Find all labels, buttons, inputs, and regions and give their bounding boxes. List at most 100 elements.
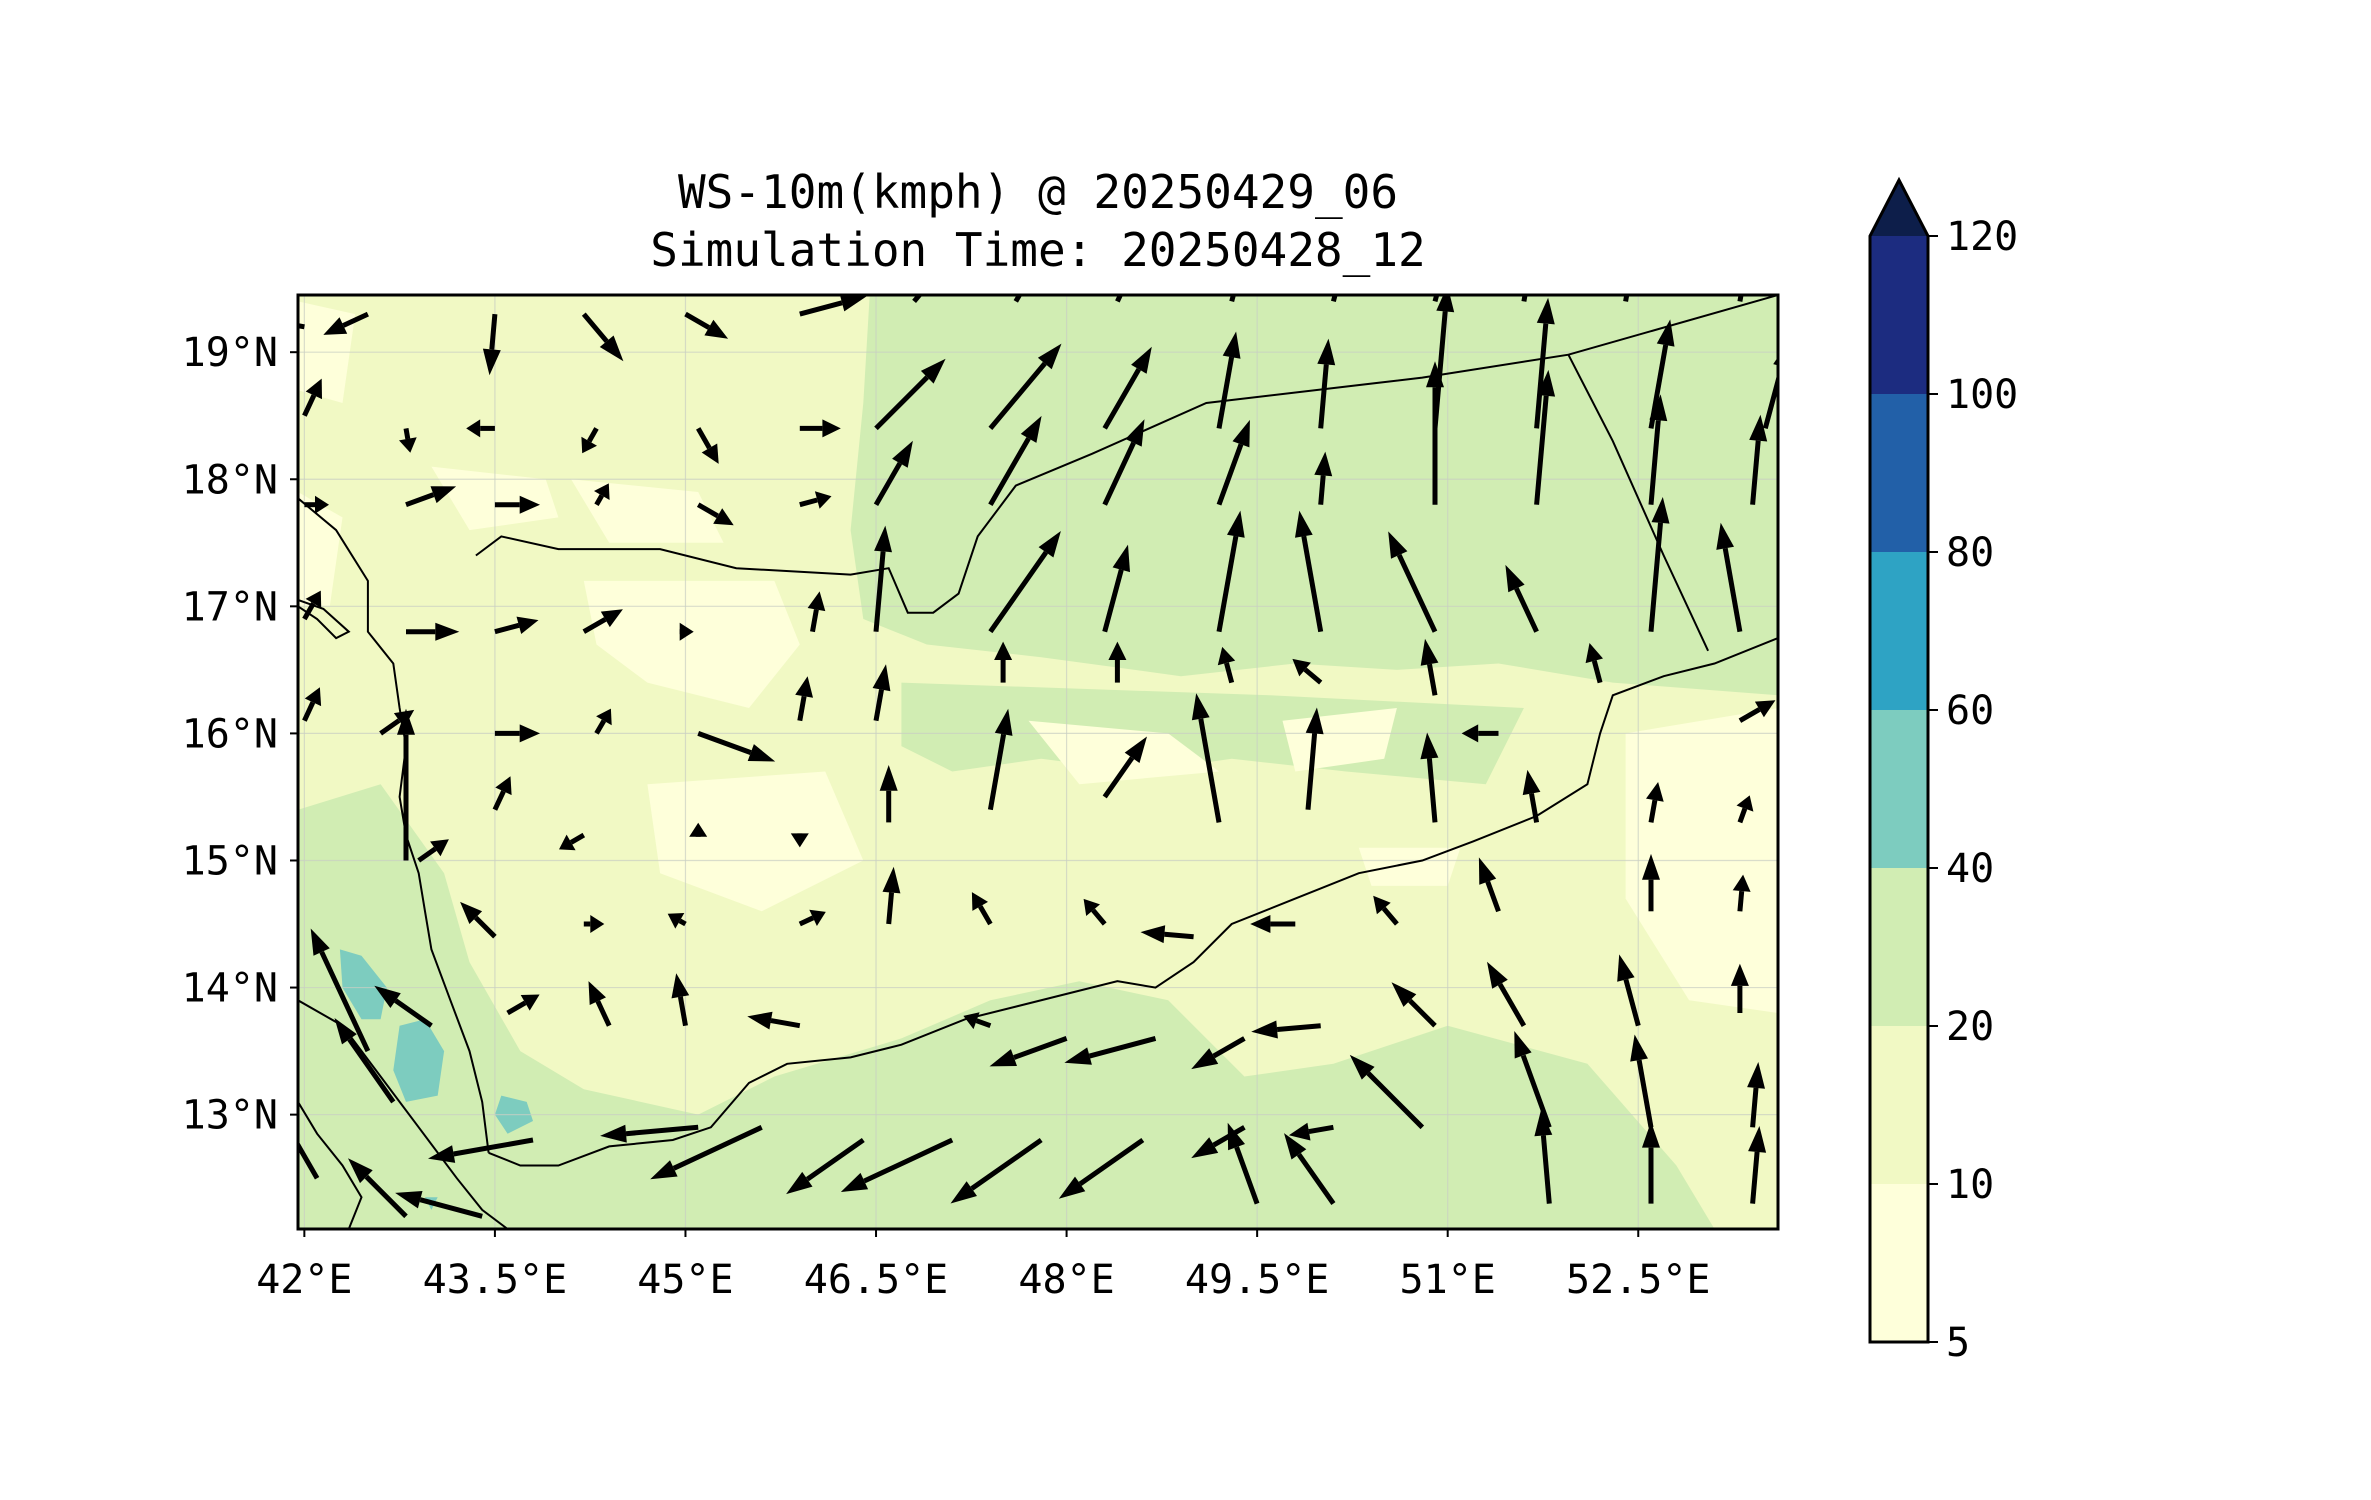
eritrea-inner (298, 1101, 363, 1229)
y-tick-label: 18°N (182, 457, 278, 503)
x-tick-label: 45°E (637, 1257, 733, 1303)
wind-vector-arrow (405, 486, 457, 508)
wind-vector-arrow (1102, 544, 1130, 633)
x-tick-label: 48°E (1018, 1257, 1114, 1303)
wind-vector-arrow (671, 973, 690, 1027)
wind-vector-arrow (882, 866, 901, 925)
wind-vector-arrow (302, 590, 322, 621)
wind-speed-region (339, 949, 387, 1020)
wind-vector-arrow (581, 427, 599, 454)
colorbar-segment (1870, 552, 1928, 710)
wind-vector-arrow (559, 832, 586, 851)
wind-speed-region (298, 492, 343, 607)
colorbar-tick-label: 100 (1946, 372, 2018, 418)
map-frame (296, 293, 1780, 1231)
wind-vector-arrow (971, 892, 993, 926)
wind-vector-arrow (1432, 295, 1440, 303)
wind-vector-arrow (399, 427, 417, 453)
wind-vector-arrow (1642, 853, 1660, 912)
wind-vector-arrow (1216, 510, 1245, 633)
colorbar-segment (1870, 710, 1928, 868)
wind-vector-arrow (873, 440, 913, 506)
wind-speed-region (1358, 847, 1461, 886)
colorbar-tick-label: 120 (1946, 214, 2018, 260)
wind-vector-arrow (304, 495, 329, 514)
wind-vector-arrow (1102, 346, 1152, 430)
wind-vector-arrow (1115, 295, 1124, 303)
wind-vector-arrow (466, 419, 495, 438)
wind-vector-arrow (583, 915, 605, 933)
wind-vector-arrow (1216, 419, 1250, 506)
wind-vector-arrow (667, 913, 687, 929)
wind-vector-arrow (1420, 732, 1439, 823)
wind-vector-arrow (1064, 1035, 1157, 1065)
wind-vector-arrow (989, 1036, 1068, 1067)
wind-vector-arrow (348, 1158, 408, 1219)
wind-vector-arrow (1642, 1121, 1660, 1204)
title-line-2: Simulation Time: 20250428_12 (650, 223, 1425, 277)
wind-vector-arrow (872, 664, 891, 722)
colorbar-segment (1870, 1184, 1928, 1342)
wind-vector-arrow (397, 708, 415, 861)
wind-vector-arrow (1391, 982, 1437, 1028)
wind-vector-arrow (1314, 451, 1333, 505)
wind-vector-arrow (482, 313, 501, 376)
wind-vector-arrow (799, 491, 832, 509)
gridlines (298, 295, 1778, 1229)
wind-vector-arrow (1748, 1126, 1767, 1204)
wind-vector-arrow (1250, 915, 1296, 933)
wind-vector-arrow (799, 419, 841, 438)
colorbar-segment (1870, 1026, 1928, 1184)
wind-vector-arrow (988, 415, 1042, 506)
wind-vector-arrow (310, 928, 371, 1053)
wind-vector-arrow (594, 708, 612, 735)
wind-vector-arrow (799, 295, 868, 317)
wind-vector-arrow (1585, 643, 1603, 684)
wind-vector-arrow (1058, 1137, 1145, 1199)
wind-vector-arrow (1191, 1036, 1246, 1070)
wind-vector-arrow (747, 1011, 801, 1030)
wind-vector-arrow (807, 591, 826, 633)
wind-vector-arrow (334, 1018, 396, 1104)
wind-vector-arrow (1648, 497, 1670, 632)
wind-vector-arrow (1295, 510, 1324, 633)
wind-vectors (298, 295, 1778, 1219)
colorbar-tick-label: 10 (1946, 1162, 1994, 1208)
wind-vector-arrow (1013, 295, 1023, 303)
yemen-coast (488, 637, 1778, 1167)
x-tick-label: 46.5°E (804, 1257, 949, 1303)
wind-vector-arrow (1251, 1020, 1321, 1039)
ksa-coast (298, 497, 490, 1153)
wind-vector-arrow (600, 1124, 699, 1143)
wind-vector-arrow (417, 839, 449, 863)
wind-vector-arrow (1534, 1109, 1553, 1204)
wind-vector-arrow (879, 765, 898, 823)
wind-vector-arrow (1217, 646, 1236, 684)
wind-vector-arrow (1305, 707, 1324, 810)
oman-yemen-border (1567, 354, 1710, 652)
wind-vector-arrow (696, 427, 719, 464)
colorbar-segment (1870, 394, 1928, 552)
wind-vector-arrow (1284, 1133, 1336, 1206)
y-tick-label: 17°N (182, 584, 278, 630)
colorbar-outline (1868, 176, 1930, 1344)
wind-vector-arrow (1749, 414, 1768, 505)
farasan (298, 599, 351, 640)
wind-vector-arrow (1730, 963, 1749, 1013)
wind-vector-arrow (1317, 338, 1336, 429)
y-tick-label: 15°N (182, 838, 278, 884)
wind-vector-arrow (494, 724, 540, 743)
wind-speed-region (393, 1019, 445, 1102)
wind-vector-arrow (1737, 295, 1744, 302)
wind-vector-arrow (395, 1191, 483, 1219)
wind-vector-arrow (840, 1137, 954, 1192)
wind-vector-arrow (873, 525, 892, 632)
wind-vector-arrow (912, 295, 923, 304)
wind-vector-arrow (1420, 638, 1439, 696)
wind-vector-arrow (428, 1137, 534, 1163)
wind-vector-arrow (963, 1012, 992, 1030)
wind-speed-region (647, 771, 864, 912)
wind-vector-arrow (460, 901, 497, 939)
wind-vector-arrow (302, 687, 322, 722)
